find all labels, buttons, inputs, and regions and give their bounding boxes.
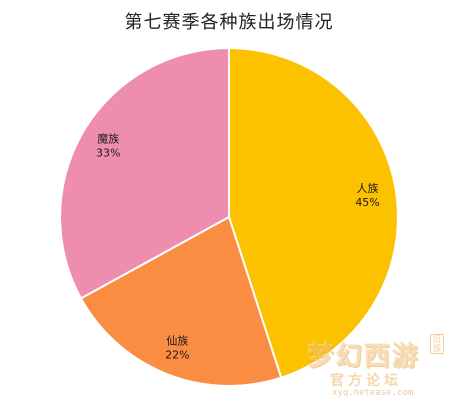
slice-label-name: 仙族 xyxy=(166,333,188,347)
slice-label-percent: 45% xyxy=(355,196,379,209)
chart-title: 第七赛季各种族出场情况 xyxy=(124,12,334,33)
slice-label-name: 人族 xyxy=(357,181,379,195)
slice-label-percent: 33% xyxy=(96,147,120,160)
pie-outline xyxy=(59,47,399,387)
slice-label-name: 魔族 xyxy=(97,132,119,146)
slice-label-percent: 22% xyxy=(165,348,189,361)
